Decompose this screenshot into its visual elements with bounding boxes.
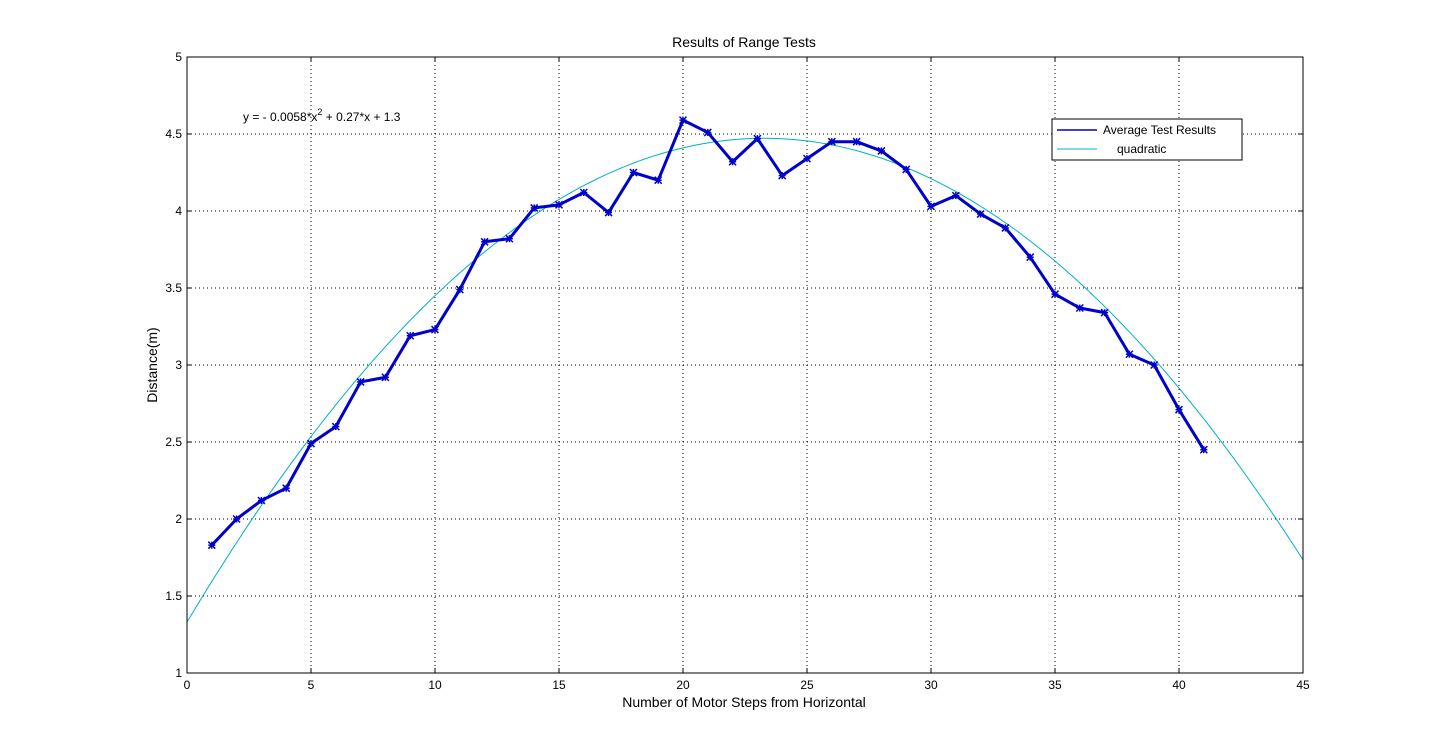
y-tick-label: 1 bbox=[175, 666, 182, 680]
data-point-marker bbox=[728, 157, 737, 166]
data-point-marker bbox=[207, 541, 216, 550]
x-tick-label: 25 bbox=[800, 678, 814, 692]
y-tick-label: 2 bbox=[175, 512, 182, 526]
quadratic-fit-line bbox=[186, 137, 1304, 623]
y-tick-label: 4 bbox=[175, 204, 182, 218]
data-point-marker bbox=[455, 285, 464, 294]
x-tick-label: 40 bbox=[1172, 678, 1186, 692]
chart-title: Results of Range Tests bbox=[672, 34, 816, 50]
fit-equation-exponent: 2 bbox=[317, 107, 322, 117]
data-point-marker bbox=[530, 203, 539, 212]
data-point-marker bbox=[1075, 303, 1084, 313]
data-point-marker bbox=[827, 137, 836, 146]
fit-equation-annotation: y = - 0.0058*x2 + 0.27*x + 1.3 bbox=[243, 107, 401, 124]
x-tick-label: 5 bbox=[308, 678, 315, 692]
y-tick-label: 2.5 bbox=[165, 435, 182, 449]
data-point-marker bbox=[554, 200, 564, 209]
data-point-marker bbox=[951, 191, 960, 200]
x-tick-label: 10 bbox=[428, 678, 442, 692]
legend: Average Test Results quadratic bbox=[1051, 118, 1243, 161]
data-point-marker bbox=[902, 165, 911, 174]
data-point-marker bbox=[406, 331, 415, 340]
data-point-marker bbox=[802, 154, 812, 163]
x-tick-label: 15 bbox=[552, 678, 566, 692]
data-point-marker bbox=[381, 373, 390, 382]
data-point-marker bbox=[654, 176, 663, 185]
axis-ticks: 0 5 10 15 20 25 30 35 40 45 1 1.5 2 2.5 3 3.5 4 4.5 5 bbox=[165, 50, 1310, 692]
fit-equation-suffix: + 0.27*x + 1.3 bbox=[322, 110, 400, 124]
data-point-marker bbox=[678, 116, 688, 125]
x-tick-label: 30 bbox=[924, 678, 938, 692]
data-point-marker bbox=[480, 237, 489, 246]
legend-label-quadratic: quadratic bbox=[1117, 142, 1166, 156]
data-point-marker bbox=[232, 514, 241, 524]
data-point-marker bbox=[629, 168, 638, 177]
data-point-marker bbox=[430, 325, 440, 334]
x-tick-label: 20 bbox=[676, 678, 690, 692]
x-tick-label: 0 bbox=[184, 678, 191, 692]
data-point-marker bbox=[331, 422, 340, 431]
data-series-layer bbox=[207, 116, 1208, 550]
data-point-marker bbox=[778, 171, 787, 180]
grid-lines bbox=[187, 57, 1303, 673]
data-point-marker bbox=[1050, 290, 1060, 299]
legend-box bbox=[1051, 118, 1243, 161]
data-point-marker bbox=[604, 208, 613, 217]
data-point-marker bbox=[1100, 308, 1109, 317]
data-point-marker bbox=[1174, 405, 1184, 414]
data-point-marker bbox=[1125, 350, 1134, 359]
y-axis-label: Distance(m) bbox=[144, 327, 160, 402]
legend-label-average: Average Test Results bbox=[1103, 123, 1216, 137]
x-tick-label: 35 bbox=[1048, 678, 1062, 692]
data-point-marker bbox=[306, 439, 316, 448]
data-point-marker bbox=[1001, 223, 1010, 232]
data-point-marker bbox=[877, 146, 886, 155]
x-tick-label: 45 bbox=[1296, 678, 1310, 692]
y-tick-label: 4.5 bbox=[165, 127, 182, 141]
data-point-marker bbox=[753, 134, 762, 143]
data-point-marker bbox=[356, 377, 365, 386]
fit-equation-prefix: y = - 0.0058*x bbox=[243, 110, 317, 124]
data-point-marker bbox=[926, 202, 936, 211]
data-point-marker bbox=[703, 128, 712, 137]
y-tick-label: 1.5 bbox=[165, 589, 182, 603]
data-point-marker bbox=[1199, 445, 1208, 454]
data-point-marker bbox=[1026, 253, 1035, 262]
quadratic-fit-layer bbox=[186, 137, 1304, 623]
data-point-marker bbox=[1150, 360, 1159, 370]
y-tick-label: 3.5 bbox=[165, 281, 182, 295]
data-point-marker bbox=[579, 188, 588, 197]
data-point-marker bbox=[852, 137, 861, 146]
data-point-marker bbox=[257, 496, 266, 505]
y-tick-label: 5 bbox=[175, 50, 182, 64]
data-point-marker bbox=[976, 210, 985, 219]
y-tick-label: 3 bbox=[175, 358, 182, 372]
x-axis-label: Number of Motor Steps from Horizontal bbox=[622, 694, 866, 710]
data-point-marker bbox=[282, 484, 291, 493]
data-point-marker bbox=[505, 234, 514, 243]
